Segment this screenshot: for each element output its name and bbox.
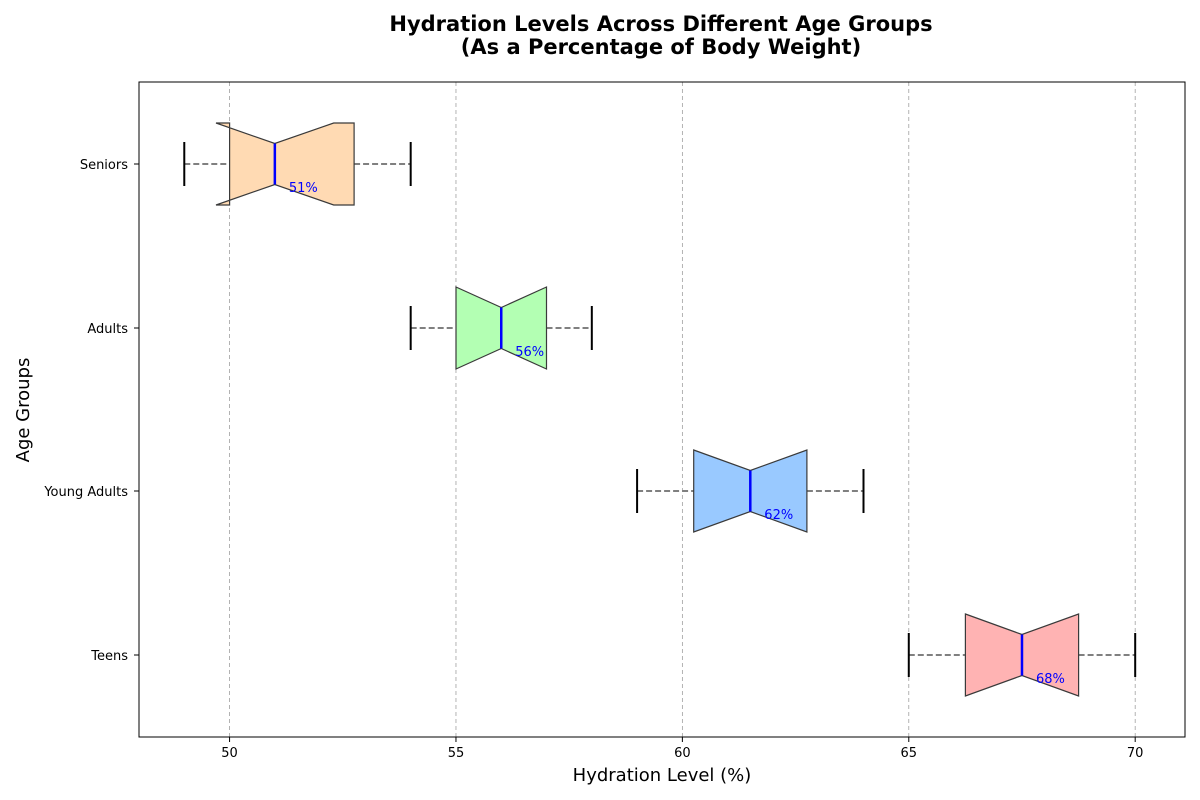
chart-title-line-1: Hydration Levels Across Different Age Gr… — [389, 12, 932, 36]
y-tick-label-0: Teens — [90, 649, 128, 664]
box-group-young-adults: 62% — [636, 449, 865, 533]
x-tick-label-0: 50 — [221, 746, 238, 761]
median-label-young-adults: 62% — [764, 508, 793, 523]
y-tick-label-1: Young Adults — [43, 485, 128, 500]
x-tick-label-3: 65 — [901, 746, 918, 761]
median-label-seniors: 51% — [289, 181, 318, 196]
box-group-seniors: 51% — [183, 122, 412, 206]
x-tick-label-4: 70 — [1127, 746, 1144, 761]
box-group-adults: 56% — [409, 286, 593, 370]
plot-area-frame — [138, 81, 1186, 738]
x-tick-label-2: 60 — [674, 746, 691, 761]
y-tick-label-2: Adults — [87, 322, 128, 337]
x-tick-label-1: 55 — [448, 746, 465, 761]
box-seniors — [215, 122, 355, 206]
y-axis-label: Age Groups — [13, 358, 34, 463]
box-plots: 68% 62% 56% 51% — [183, 122, 1137, 697]
x-axis-label: Hydration Level (%) — [573, 765, 752, 786]
y-axis-ticks: Teens Young Adults Adults Seniors — [43, 158, 139, 664]
median-label-adults: 56% — [515, 345, 544, 360]
median-label-teens: 68% — [1036, 672, 1065, 687]
y-tick-label-3: Seniors — [80, 158, 128, 173]
chart-title-line-2: (As a Percentage of Body Weight) — [461, 35, 861, 59]
x-axis-ticks: 50 55 60 65 70 — [221, 737, 1143, 761]
box-group-teens: 68% — [907, 613, 1137, 697]
